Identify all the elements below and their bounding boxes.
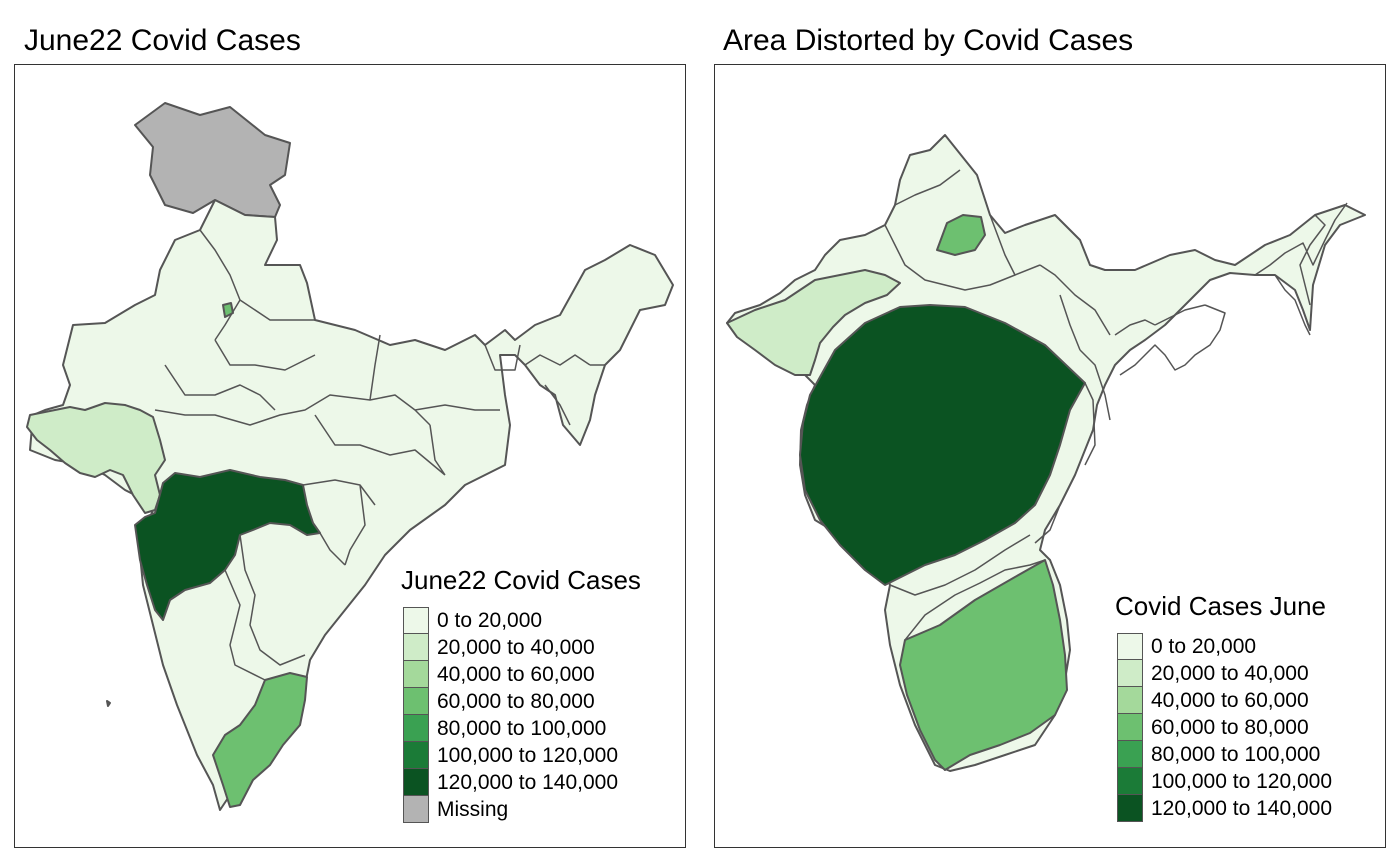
region-cartogram-delhi: [936, 214, 986, 256]
legend-title: June22 Covid Cases: [401, 565, 641, 595]
legend-swatch: [1117, 687, 1143, 714]
legend-item: 120,000 to 140,000: [1117, 795, 1332, 822]
legend-swatch: [403, 688, 429, 715]
legend-swatch: [1117, 660, 1143, 687]
right-map-legend: Covid Cases June 0 to 20,000 20,000 to 4…: [1115, 591, 1332, 822]
legend-label: 0 to 20,000: [437, 609, 543, 632]
legend-item: 20,000 to 40,000: [403, 634, 641, 661]
legend-title: Covid Cases June: [1115, 591, 1326, 621]
right-map-title: Area Distorted by Covid Cases: [723, 24, 1134, 57]
region-cartogram-gujarat: [726, 269, 901, 376]
legend-item: 100,000 to 120,000: [1117, 768, 1332, 795]
legend-label: Missing: [437, 798, 509, 821]
legend-label: 100,000 to 120,000: [437, 744, 619, 767]
legend-item: 60,000 to 80,000: [1117, 714, 1332, 741]
left-map-panel: June22 Covid Cases 0 to 20,000 20,000 to…: [14, 64, 686, 848]
legend-swatch: [403, 769, 429, 796]
legend-swatch: [1117, 633, 1143, 660]
legend-label: 120,000 to 140,000: [1151, 797, 1333, 820]
legend-label: 120,000 to 140,000: [437, 771, 619, 794]
legend-item: 20,000 to 40,000: [1117, 660, 1332, 687]
legend-item: 40,000 to 60,000: [1117, 687, 1332, 714]
legend-label: 80,000 to 100,000: [437, 717, 607, 740]
region-jammu-kashmir: [134, 102, 291, 218]
legend-item: 0 to 20,000: [403, 607, 641, 634]
cartogram-borders: [884, 169, 1348, 641]
legend-label: 0 to 20,000: [1151, 635, 1257, 658]
legend-label: 20,000 to 40,000: [437, 636, 595, 659]
legend-label: 40,000 to 60,000: [437, 663, 595, 686]
legend-item: 0 to 20,000: [1117, 633, 1332, 660]
legend-item: 100,000 to 120,000: [403, 742, 641, 769]
legend-label: 80,000 to 100,000: [1151, 743, 1321, 766]
right-map-panel: Covid Cases June 0 to 20,000 20,000 to 4…: [714, 64, 1386, 848]
india-choropleth-map: [26, 102, 674, 811]
legend-swatch: [403, 634, 429, 661]
region-cartogram-tamil-nadu: [899, 559, 1068, 771]
legend-label: 20,000 to 40,000: [1151, 662, 1309, 685]
legend-swatch: [1117, 795, 1143, 822]
legend-label: 40,000 to 60,000: [1151, 689, 1309, 712]
legend-swatch: [1117, 768, 1143, 795]
legend-item: 40,000 to 60,000: [403, 661, 641, 688]
legend-swatch: [403, 796, 429, 823]
legend-item: 80,000 to 100,000: [403, 715, 641, 742]
left-map-legend: June22 Covid Cases 0 to 20,000 20,000 to…: [401, 565, 641, 823]
region-cartogram-maharashtra: [799, 304, 1086, 586]
region-tamil-nadu: [212, 672, 308, 808]
legend-item: 80,000 to 100,000: [1117, 741, 1332, 768]
left-map-title: June22 Covid Cases: [24, 24, 301, 57]
legend-swatch: [403, 715, 429, 742]
legend-item: 120,000 to 140,000: [403, 769, 641, 796]
region-island: [106, 700, 111, 707]
legend-label: 60,000 to 80,000: [1151, 716, 1309, 739]
region-india-main: [29, 199, 674, 811]
legend-label: 100,000 to 120,000: [1151, 770, 1333, 793]
legend-item: Missing: [403, 796, 641, 823]
legend-swatch: [403, 661, 429, 688]
legend-swatch: [1117, 741, 1143, 768]
legend-swatch: [403, 742, 429, 769]
india-cartogram-map: [726, 134, 1366, 772]
legend-label: 60,000 to 80,000: [437, 690, 595, 713]
region-maharashtra: [134, 469, 321, 621]
legend-item: 60,000 to 80,000: [403, 688, 641, 715]
legend-swatch: [1117, 714, 1143, 741]
legend-swatch: [403, 607, 429, 634]
state-borders: [154, 229, 605, 681]
